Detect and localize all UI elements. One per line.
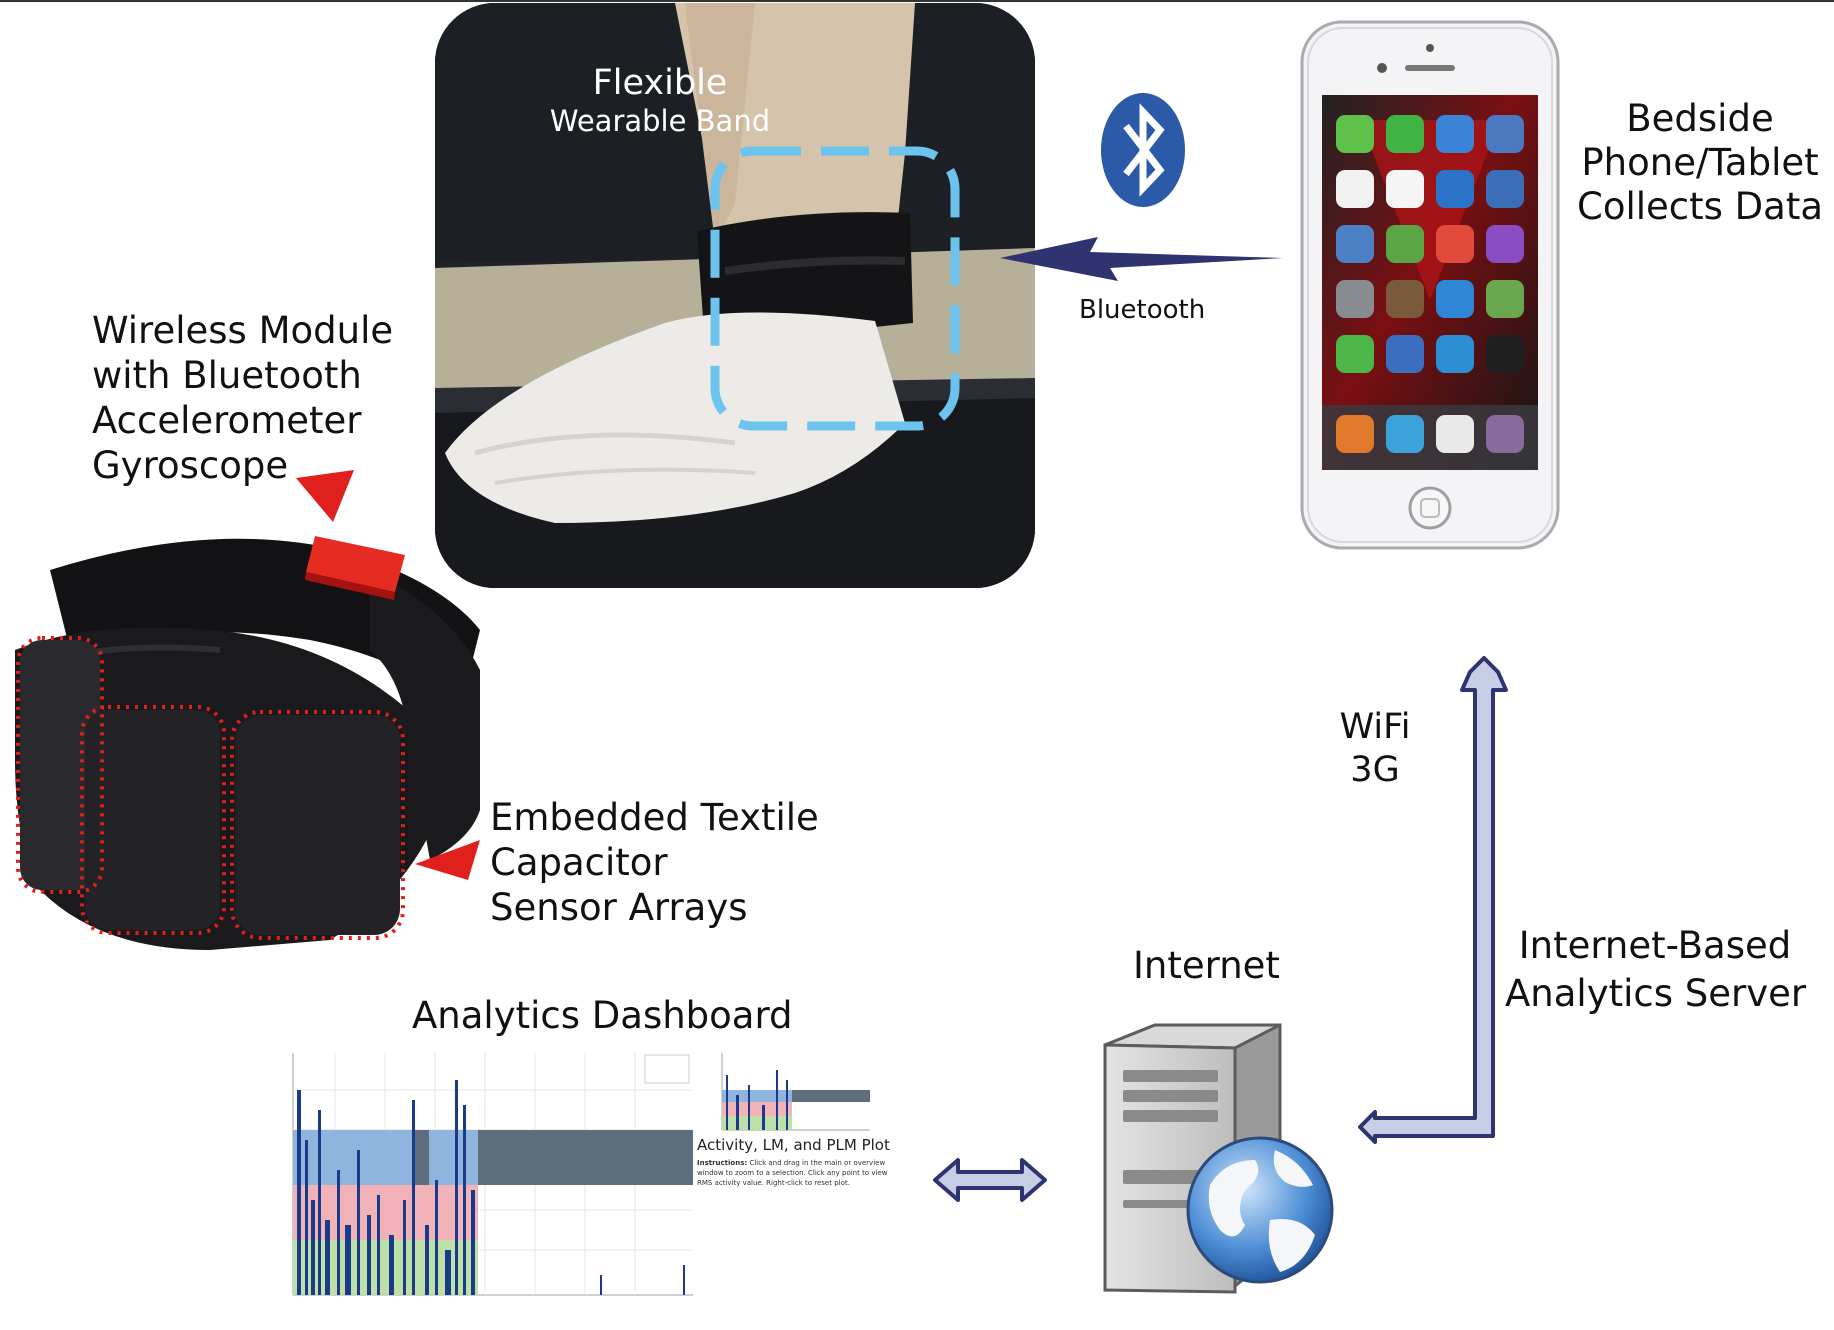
textile-label-line-3: Sensor Arrays xyxy=(490,886,748,929)
top-rule xyxy=(0,0,1834,2)
globe-icon xyxy=(1186,1136,1334,1284)
bluetooth-icon xyxy=(1101,93,1185,207)
3g-label: 3G xyxy=(1350,750,1400,790)
photo-title-flexible: Flexible xyxy=(592,63,728,103)
analytics-dashboard-plot xyxy=(285,1050,695,1305)
wireless-label-line-1: Wireless Module xyxy=(92,309,394,352)
bluetooth-label: Bluetooth xyxy=(1079,295,1206,325)
phone-label-line-1: Bedside xyxy=(1626,97,1774,140)
instructions-text: Click and drag in the main or overview w… xyxy=(697,1159,888,1188)
server-tower-icon xyxy=(1103,1023,1334,1294)
wearable-band-photo: Flexible Wearable Band xyxy=(435,3,1035,588)
wireless-label-line-2: with Bluetooth xyxy=(92,354,362,397)
wristband-illustration xyxy=(15,536,480,950)
phone-illustration xyxy=(1300,20,1560,550)
overview-plot-illustration xyxy=(718,1050,873,1135)
wristband-sensor-photo xyxy=(10,510,520,980)
wireless-label-line-3: Accelerometer xyxy=(92,399,362,442)
phone-label-line-2: Phone/Tablet xyxy=(1581,141,1819,184)
wireless-label-line-4: Gyroscope xyxy=(92,444,289,487)
phone-label-line-3: Collects Data xyxy=(1576,185,1824,228)
textile-label-line-1: Embedded Textile xyxy=(490,796,819,839)
instructions-label: Instructions: xyxy=(697,1159,748,1167)
internet-label: Internet xyxy=(1133,944,1280,987)
dashboard-instructions: Instructions: Click and drag in the main… xyxy=(697,1158,897,1188)
analytics-server xyxy=(1085,1010,1335,1310)
home-button-icon xyxy=(1408,486,1452,530)
leg-photo-illustration xyxy=(435,3,1035,588)
bluetooth-link-bolt xyxy=(1000,237,1283,281)
dashboard-label: Analytics Dashboard xyxy=(412,994,793,1037)
server-label-line-2: Analytics Server xyxy=(1505,972,1807,1015)
dashboard-server-double-arrow xyxy=(933,1158,1047,1202)
dashboard-overview-plot[interactable] xyxy=(718,1050,873,1135)
dashboard-side-panel: Activity, LM, and PLM Plot Instructions:… xyxy=(697,1136,897,1188)
dashboard-plot-title: Activity, LM, and PLM Plot xyxy=(697,1136,890,1154)
bedside-phone xyxy=(1300,20,1560,550)
dashboard-plot-illustration xyxy=(285,1050,695,1305)
textile-label-line-2: Capacitor xyxy=(490,841,668,884)
server-label-line-1: Internet-Based xyxy=(1518,924,1792,967)
wifi-label: WiFi xyxy=(1339,707,1411,747)
photo-title-wearable-band: Wearable Band xyxy=(549,104,771,138)
